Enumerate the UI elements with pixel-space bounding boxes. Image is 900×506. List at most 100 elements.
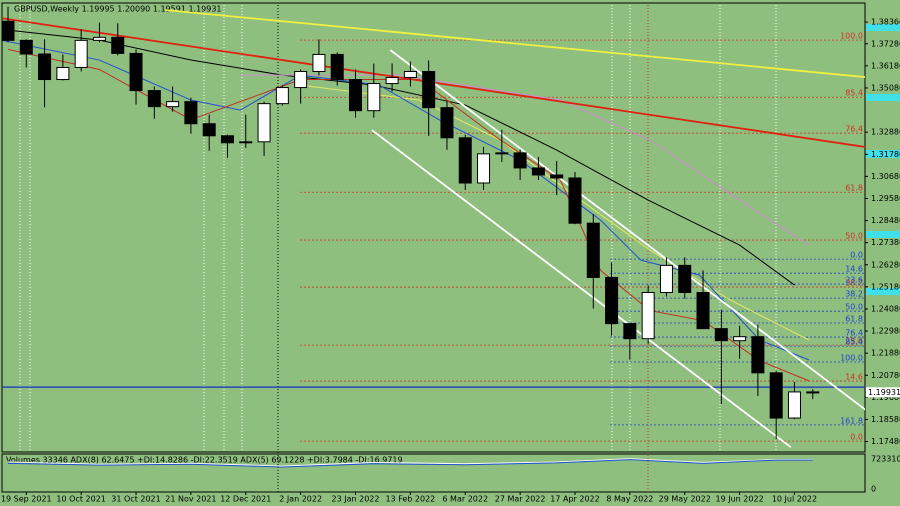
fib-label: 38.2 [845,290,863,299]
x-tick-label: 19 Sep 2021 [1,495,52,504]
candle-body [787,391,801,419]
fib-label: 161.8 [840,416,863,425]
candle-body [129,52,143,92]
candle-body [166,101,180,108]
plot: 100.085.476.461.850.038.223.614.60.00.01… [2,6,865,448]
x-tick-label: 19 Jun 2022 [716,495,764,504]
price-alerts [866,24,900,295]
candle-body [422,70,436,109]
fib-label: 0.0 [850,251,863,260]
candle-body [550,174,564,179]
candle-body [294,70,308,89]
y-tick-label: 1.18580 [871,415,900,424]
candle-body [696,291,710,330]
candle-body [312,53,326,72]
fib-label: 50.0 [845,303,863,312]
candle-body [56,66,70,81]
moving-average [240,74,810,246]
candle-body [2,20,15,41]
trendline [389,49,865,411]
candle-body [769,372,783,419]
candle-body [403,70,417,79]
y-tick-label: 1.31780 [871,150,900,159]
y-tick-label: 1.27380 [871,238,900,247]
x-tick-label: 27 Mar 2022 [495,495,546,504]
y-tick-label: 1.25180 [871,282,900,291]
candle-body [184,101,198,125]
candle-body [239,141,253,144]
panel-title: Volumes 33346 ADX(8) 62.6475 +DI:14.8286… [6,456,403,465]
candle-body [19,39,33,55]
candle-body [568,177,582,224]
candle-body [714,328,728,342]
current-price-label: 1.19931 [868,388,900,397]
y-tick-label: 1.21880 [871,349,900,358]
y-tick-label: 1.29580 [871,194,900,203]
x-tick-label: 29 May 2022 [659,495,711,504]
panel-tick-label: 0 [871,485,876,494]
candle-body [678,264,692,293]
indicator-plot [7,458,813,468]
trendline [165,9,865,78]
candle-body [38,53,52,81]
fib-label: 61.8 [845,184,863,193]
candle-body [92,36,106,41]
moving-average [7,48,810,382]
candle-body [257,103,271,143]
candle-body [367,83,381,112]
indicator-line [7,458,813,467]
panel-tick-label: 723310 [871,455,900,464]
x-tick-label: 21 Nov 2021 [165,495,216,504]
fib-label: 14.6 [845,373,863,382]
y-tick-label: 1.19680 [871,393,900,402]
fib-label: 23.6 [845,276,863,285]
candle-body [275,87,289,105]
x-tick-label: 17 Apr 2022 [550,495,599,504]
y-tick-label: 1.37280 [871,39,900,48]
y-tick-label: 1.38360 [871,18,900,27]
candle-body [659,264,673,293]
y-tick-label: 1.17480 [871,437,900,446]
candle-body [330,53,344,81]
candle-body [751,336,765,374]
panel-frame [1,453,866,493]
fib-label: 85.4 [845,89,863,98]
candle-body [495,152,509,155]
candle-body [458,137,472,184]
candle-body [806,391,820,394]
y-tick-label: 1.28480 [871,216,900,225]
y-tick-label: 1.24080 [871,304,900,313]
candle-body [605,276,619,325]
fib-label: 100.0 [840,32,863,41]
candle-body [202,123,216,137]
plot-frame [1,2,866,453]
candle-body [623,323,637,340]
y-tick-label: 1.36180 [871,61,900,70]
x-tick-label: 8 May 2022 [606,495,653,504]
x-tick-label: 12 Dec 2021 [220,495,271,504]
fib-label: 50.0 [845,232,863,241]
fib-label: 100.0 [840,353,863,362]
y-tick-label: 1.26280 [871,260,900,269]
candle-body [111,36,125,54]
candle-body [74,39,88,68]
fib-label: 61.8 [845,315,863,324]
fib-label: 76.4 [845,125,863,134]
x-tick-label: 10 Oct 2021 [56,495,105,504]
candle-body [531,167,545,176]
candle-body [349,79,363,112]
fib-label: 38.2 [845,279,863,288]
x-tick-label: 23 Jan 2022 [332,495,380,504]
indicator-line [7,459,813,468]
candle-body [513,152,527,169]
moving-average [7,29,795,286]
candle-body [220,135,234,144]
candle-body [733,336,747,342]
candle-body [147,90,161,108]
candle-body [641,291,655,340]
y-tick-label: 1.32880 [871,128,900,137]
y-tick-label: 1.20780 [871,371,900,380]
chart-title: GBPUSD,Weekly 1.19995 1.20090 1.19591 1.… [14,5,222,14]
fib-label: 76.4 [845,329,863,338]
